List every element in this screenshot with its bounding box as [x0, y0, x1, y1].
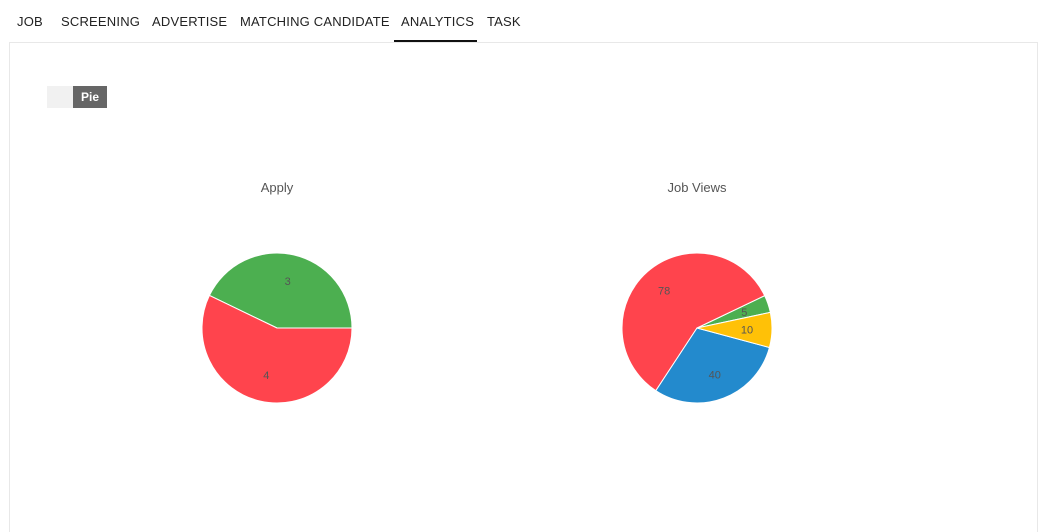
- pie-slice[interactable]: [208, 252, 353, 329]
- pie-slice[interactable]: [201, 294, 353, 404]
- tab-matching-candidate[interactable]: MATCHING CANDIDATE: [240, 14, 390, 29]
- chart-type-toggle[interactable]: Pie: [47, 86, 107, 108]
- tab-job[interactable]: JOB: [17, 14, 43, 29]
- pie-slice-label: 3: [285, 276, 291, 288]
- job-views-pie-chart: 5 78 40 10: [621, 252, 773, 404]
- analytics-panel: [9, 42, 1038, 532]
- apply-pie-chart: 34: [201, 252, 353, 404]
- tab-task[interactable]: TASK: [487, 14, 521, 29]
- pie-slice-label: 10: [741, 324, 753, 336]
- active-tab-indicator: [394, 40, 477, 43]
- tab-analytics[interactable]: ANALYTICS: [401, 14, 475, 29]
- chart-title-apply: Apply: [260, 180, 294, 195]
- toggle-off-segment[interactable]: [47, 86, 73, 108]
- tab-screening[interactable]: SCREENING: [61, 14, 141, 29]
- pie-slice-label: 78: [658, 285, 670, 297]
- pie-slice[interactable]: [655, 327, 771, 404]
- pie-slice-label: 4: [263, 370, 269, 382]
- chart-title-job-views: Job Views: [667, 180, 727, 195]
- pie-slice-label: 5: [741, 307, 747, 319]
- pie-slice-label: 40: [709, 370, 721, 382]
- tab-advertise[interactable]: ADVERTISE: [152, 14, 228, 29]
- pie-slice[interactable]: [696, 311, 773, 349]
- pie-slice[interactable]: [621, 252, 766, 392]
- pie-toggle-label[interactable]: Pie: [73, 86, 107, 108]
